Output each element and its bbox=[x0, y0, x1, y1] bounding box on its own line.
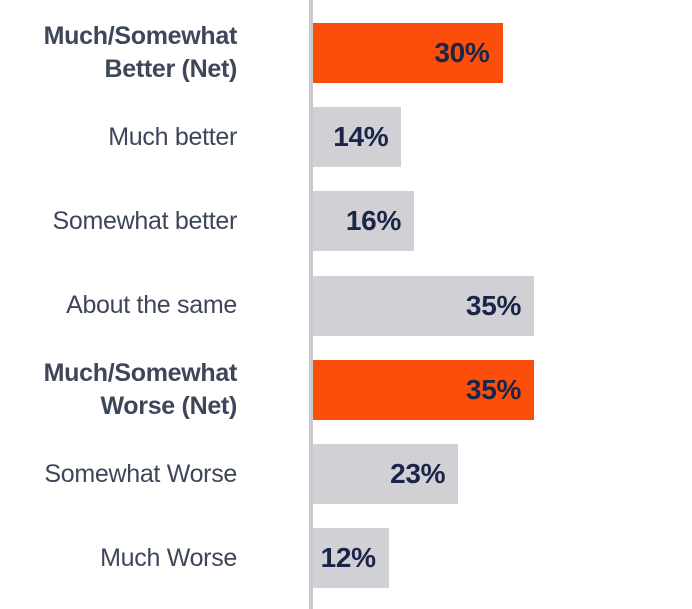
value-label: 23% bbox=[390, 458, 446, 490]
chart-rows: Much/Somewhat Better (Net) 30% Much bett… bbox=[0, 11, 692, 600]
value-label: 30% bbox=[434, 37, 490, 69]
chart-row: Much Worse 12% bbox=[0, 516, 692, 600]
category-label: Somewhat Worse bbox=[44, 459, 237, 488]
chart-row: Much better 14% bbox=[0, 95, 692, 179]
chart-row: Somewhat better 16% bbox=[0, 179, 692, 263]
value-label: 12% bbox=[320, 542, 376, 574]
bar: 16% bbox=[313, 191, 415, 252]
chart-row: About the same 35% bbox=[0, 264, 692, 348]
value-label: 14% bbox=[333, 121, 389, 153]
bar: 30% bbox=[313, 23, 503, 84]
category-label: Somewhat better bbox=[52, 206, 238, 235]
value-label: 16% bbox=[345, 205, 402, 237]
category-label: Much/Somewhat Worse (Net) bbox=[43, 358, 238, 420]
category-label: About the same bbox=[66, 291, 237, 320]
axis-baseline bbox=[309, 0, 313, 609]
bar: 23% bbox=[313, 444, 459, 505]
category-label: Much Worse bbox=[100, 543, 237, 572]
chart-row: Somewhat Worse 23% bbox=[0, 432, 692, 516]
chart-row: Much/Somewhat Better (Net) 30% bbox=[0, 11, 692, 95]
category-label: Much better bbox=[108, 122, 237, 151]
category-label: Much/Somewhat Better (Net) bbox=[43, 22, 238, 84]
bar: 35% bbox=[313, 275, 535, 336]
chart-row: Much/Somewhat Worse (Net) 35% bbox=[0, 348, 692, 432]
bar: 35% bbox=[313, 359, 535, 420]
bar: 12% bbox=[313, 528, 389, 589]
value-label: 35% bbox=[465, 289, 522, 321]
value-label: 35% bbox=[465, 373, 522, 405]
bar: 14% bbox=[313, 107, 402, 168]
